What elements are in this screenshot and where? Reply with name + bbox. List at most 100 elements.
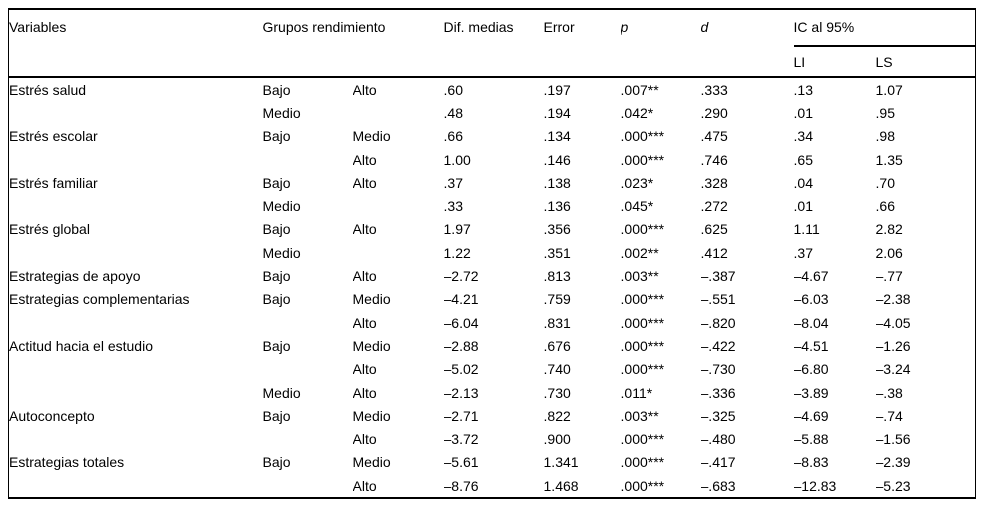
- cell-grupo2: Alto: [352, 431, 377, 448]
- cell-p: .000***: [620, 128, 665, 145]
- cell-dif: –2.72: [443, 268, 479, 285]
- cell-ls: –2.38: [875, 291, 911, 308]
- cell-ls: .95: [875, 104, 895, 121]
- column-header-dif-medias: Dif. medias: [443, 19, 514, 35]
- cell-dif: –2.71: [443, 407, 479, 424]
- cell-li: –8.83: [793, 454, 829, 471]
- cell-variable: Estrategias de apoyo: [9, 268, 141, 285]
- cell-ls: –.38: [875, 384, 903, 401]
- column-header-ic-95: IC al 95%: [793, 9, 976, 47]
- cell-li: –8.04: [793, 314, 829, 331]
- cell-dif: –8.76: [443, 477, 479, 494]
- cell-variable: Estrategias complementarias: [9, 291, 190, 308]
- cell-variable: Autoconcepto: [9, 407, 95, 424]
- cell-error: .813: [543, 268, 571, 285]
- table-row: Estrés familiar Bajo Alto .37 .138 .023* .328.…: [9, 171, 976, 194]
- cell-dif: .66: [443, 128, 463, 145]
- column-header-error: Error: [543, 19, 575, 35]
- cell-grupo1: Bajo: [262, 268, 291, 285]
- cell-d: –.336: [700, 384, 736, 401]
- cell-d: .625: [700, 221, 728, 238]
- cell-dif: 1.22: [443, 244, 471, 261]
- column-header-ls: LS: [875, 53, 893, 70]
- cell-grupo2: Alto: [352, 81, 377, 98]
- cell-grupo2: Alto: [352, 174, 377, 191]
- cell-dif: .37: [443, 174, 463, 191]
- cell-li: –3.89: [793, 384, 829, 401]
- cell-ls: –1.26: [875, 337, 911, 354]
- cell-error: .759: [543, 291, 571, 308]
- cell-li: –6.03: [793, 291, 829, 308]
- cell-d: .290: [700, 104, 728, 121]
- cell-d: .328: [700, 174, 728, 191]
- cell-variable: Estrés familiar: [9, 174, 98, 191]
- cell-ls: –.77: [875, 268, 903, 285]
- cell-error: .740: [543, 361, 571, 378]
- cell-grupo1: Bajo: [262, 221, 291, 238]
- column-header-p: p: [620, 19, 629, 35]
- table-row: Autoconcepto Bajo Medio –2.71 .822 .003** –.32…: [9, 404, 976, 427]
- cell-dif: .33: [443, 198, 463, 215]
- cell-error: .730: [543, 384, 571, 401]
- cell-grupo2: Medio: [352, 337, 391, 354]
- table-row: Estrés escolar Bajo Medio .66 .134 .000*** .47…: [9, 125, 976, 148]
- cell-dif: –3.72: [443, 431, 479, 448]
- cell-ls: –2.39: [875, 454, 911, 471]
- header-row-sub: LI LS: [9, 46, 976, 77]
- cell-error: .136: [543, 198, 571, 215]
- cell-p: .023*: [620, 174, 654, 191]
- table-row: Alto 1.00 .146 .000*** .746 .65 1.35: [9, 148, 976, 171]
- cell-d: –.325: [700, 407, 736, 424]
- cell-dif: .60: [443, 81, 463, 98]
- cell-p: .000***: [620, 477, 665, 494]
- cell-p: .000***: [620, 221, 665, 238]
- cell-li: .65: [793, 151, 813, 168]
- table-body: Estrés salud Bajo Alto .60 .197 .007** .333 .13…: [9, 77, 976, 498]
- cell-li: 1.11: [793, 221, 820, 238]
- cell-li: .13: [793, 81, 813, 98]
- cell-li: .34: [793, 128, 813, 145]
- column-header-grupos-rendimiento: Grupos rendimiento: [262, 19, 386, 35]
- table-row: Alto –5.02 .740 .000*** –.730 –6.80 –3.24: [9, 358, 976, 381]
- cell-p: .007**: [620, 81, 659, 98]
- cell-ls: .66: [875, 198, 895, 215]
- cell-d: –.422: [700, 337, 736, 354]
- cell-variable: Estrés salud: [9, 81, 87, 98]
- cell-ls: 1.35: [875, 151, 903, 168]
- cell-ls: –1.56: [875, 431, 911, 448]
- cell-variable: Estrés escolar: [9, 128, 98, 145]
- cell-d: .475: [700, 128, 728, 145]
- cell-grupo1: [263, 358, 353, 381]
- cell-error: .356: [543, 221, 571, 238]
- cell-d: .333: [700, 81, 728, 98]
- table-row: Medio 1.22 .351 .002** .412 .37 2.06: [9, 241, 976, 264]
- cell-grupo2: Alto: [352, 268, 377, 285]
- cell-p: .002**: [620, 244, 659, 261]
- cell-variable: [9, 381, 263, 404]
- cell-li: –4.67: [793, 268, 829, 285]
- cell-grupo1: Medio: [262, 104, 301, 121]
- cell-grupo1: Bajo: [262, 337, 291, 354]
- table-row: Estrategias complementarias Bajo Medio –4.2…: [9, 288, 976, 311]
- cell-grupo1: Bajo: [262, 291, 291, 308]
- cell-ls: 1.07: [875, 81, 903, 98]
- cell-error: .831: [543, 314, 571, 331]
- cell-grupo1: [263, 474, 353, 498]
- table-row: Medio .48 .194 .042* .290 .01 .95: [9, 101, 976, 124]
- cell-variable: [9, 241, 263, 264]
- cell-d: –.480: [700, 431, 736, 448]
- stats-table-container: Variables Grupos rendimiento Dif. medias…: [8, 8, 977, 500]
- cell-grupo2: Alto: [352, 221, 377, 238]
- cell-grupo2: Alto: [352, 477, 377, 494]
- cell-variable: Estrés global: [9, 221, 90, 238]
- column-header-d: d: [700, 19, 709, 35]
- table-row: Alto –6.04 .831 .000*** –.820 –8.04 –4.05: [9, 311, 976, 334]
- cell-grupo1: Bajo: [262, 81, 291, 98]
- table-row: Estrés global Bajo Alto 1.97 .356 .000*** .625…: [9, 218, 976, 241]
- cell-ls: –4.05: [875, 314, 911, 331]
- cell-p: .000***: [620, 314, 665, 331]
- cell-p: .000***: [620, 337, 665, 354]
- table-row: Medio .33 .136 .045* .272 .01 .66: [9, 194, 976, 217]
- cell-p: .045*: [620, 198, 654, 215]
